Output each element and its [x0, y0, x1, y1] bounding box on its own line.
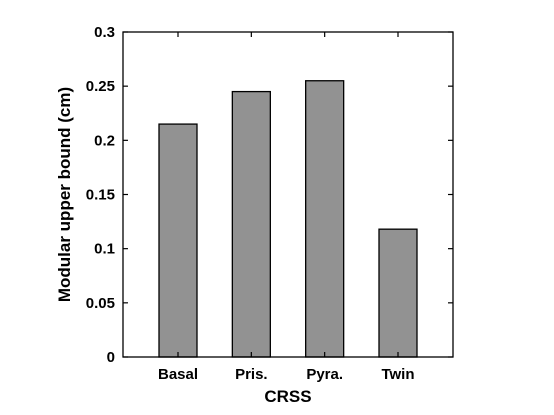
- x-tick-label: Basal: [158, 366, 198, 383]
- x-tick-labels: Basal Pris. Pyra. Twin: [158, 366, 415, 383]
- y-tick-label: 0.3: [94, 24, 115, 41]
- y-tick-labels: 0 0.05 0.1 0.15 0.2 0.25 0.3: [86, 24, 115, 366]
- x-tick-label: Pyra.: [306, 366, 343, 383]
- y-tick-label: 0.05: [86, 295, 115, 312]
- bars-group: [158, 80, 418, 358]
- x-axis-title: CRSS: [264, 387, 311, 406]
- bar-pris: [231, 90, 271, 358]
- y-tick-label: 0.1: [94, 241, 115, 258]
- y-tick-label: 0.25: [86, 78, 115, 95]
- x-tick-label: Twin: [381, 366, 414, 383]
- bar-pyra: [305, 80, 345, 358]
- plot-area-border: [122, 31, 454, 358]
- y-tick-label: 0.15: [86, 187, 115, 204]
- y-tick-label: 0: [107, 349, 115, 366]
- bar-basal: [158, 123, 198, 358]
- x-tick-label: Pris.: [235, 366, 268, 383]
- y-axis-title: Modular upper bound (cm): [55, 87, 74, 302]
- bar-twin: [378, 228, 418, 358]
- y-tick-label: 0.2: [94, 132, 115, 149]
